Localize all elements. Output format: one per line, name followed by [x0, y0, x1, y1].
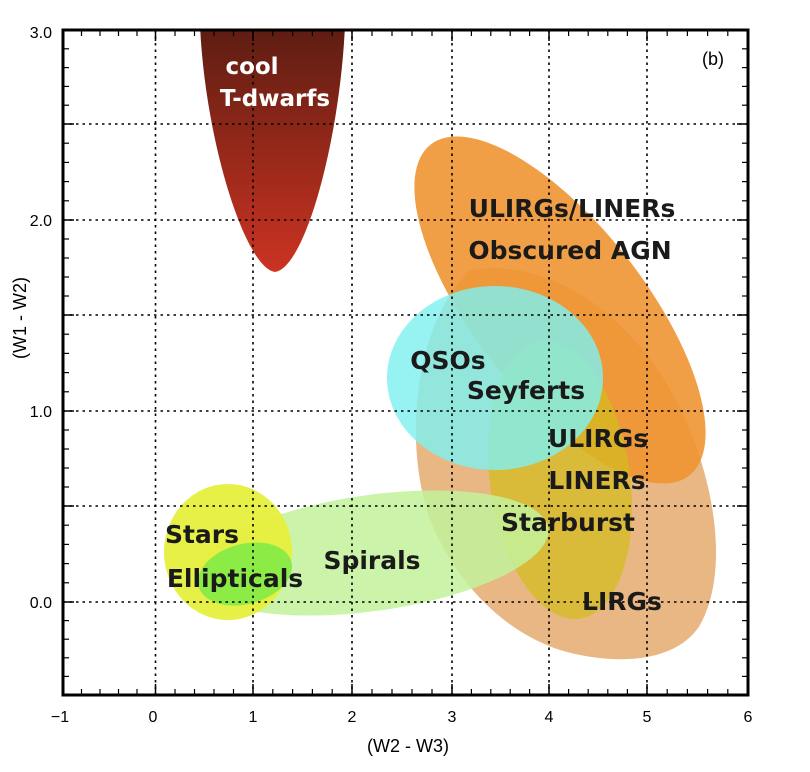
label-ulirgs-liners: ULIRGs/LINERs [469, 194, 676, 223]
y-tick-label: 3.0 [30, 25, 52, 42]
minor-ticks [63, 30, 748, 695]
y-tick-label: 0.0 [30, 595, 52, 612]
label-obscured-agn: Obscured AGN [468, 236, 671, 265]
x-tick-label: 0 [149, 709, 158, 726]
label-ulirgs: ULIRGs [548, 424, 648, 453]
x-tick-label: 3 [448, 709, 457, 726]
x-tick-label: 4 [545, 709, 554, 726]
x-tick-label: 5 [643, 709, 652, 726]
y-axis-title: (W1 - W2) [10, 277, 30, 359]
y-tick-label: 1.0 [30, 404, 52, 421]
y-tick-label: 2.0 [30, 213, 52, 230]
label-starburst: Starburst [501, 508, 635, 537]
panel-label: (b) [702, 49, 724, 69]
regions-layer [164, 30, 717, 660]
x-axis-title: (W2 - W3) [367, 736, 449, 756]
label-liners: LINERs [548, 466, 645, 495]
region-labels: cool T-dwarfs ULIRGs/LINERs Obscured AGN… [165, 54, 675, 616]
x-tick-label: −1 [51, 709, 69, 726]
region-ellipticals [197, 542, 293, 606]
label-ellipticals: Ellipticals [167, 564, 303, 593]
label-spirals: Spirals [323, 546, 420, 575]
region-qsos-seyferts [387, 286, 603, 470]
x-tick-label: 1 [249, 709, 258, 726]
grid [63, 30, 748, 695]
plot-frame [61, 28, 750, 697]
label-seyferts: Seyferts [467, 376, 585, 405]
label-stars: Stars [165, 520, 239, 549]
region-cool-tdwarfs [200, 30, 345, 272]
label-qsos: QSOs [410, 346, 485, 375]
y-tick-labels: 0.0 1.0 2.0 3.0 [30, 25, 52, 612]
x-tick-label: 6 [744, 709, 753, 726]
axis-ticks [63, 30, 748, 695]
x-tick-labels: −1 0 1 2 3 4 5 6 [51, 709, 753, 726]
label-lirgs: LIRGs [582, 587, 662, 616]
label-cool: cool [225, 54, 278, 80]
label-tdwarfs: T-dwarfs [220, 86, 330, 112]
x-tick-label: 2 [348, 709, 357, 726]
